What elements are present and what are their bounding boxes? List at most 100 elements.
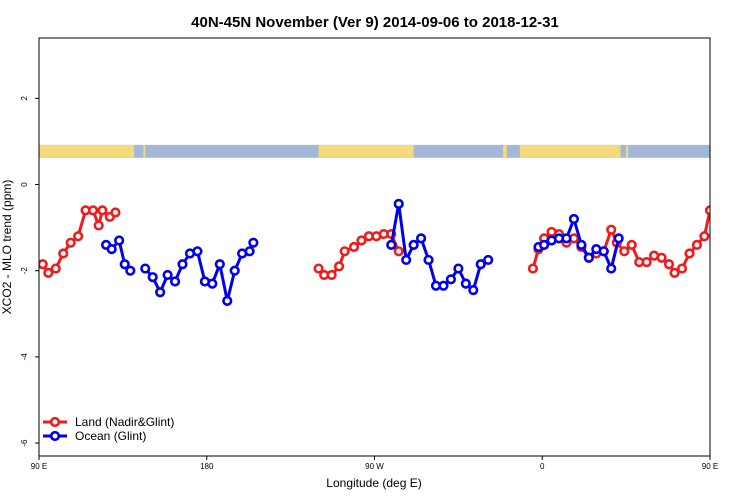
series-0-point	[393, 246, 404, 257]
land-ocean-band	[39, 144, 750, 158]
land-band-segment-0	[39, 144, 135, 158]
series-0-point	[606, 224, 617, 235]
series-1-point	[445, 274, 457, 285]
land-band-segment-2	[318, 144, 414, 158]
series-1-point	[119, 259, 130, 270]
series-1-point	[576, 239, 587, 250]
x-tick-label: 90 W	[365, 462, 384, 471]
series-0-point	[93, 220, 104, 231]
series-0-point	[725, 207, 733, 215]
series-0-point	[704, 205, 710, 216]
y-tick-label: -4	[20, 353, 29, 361]
series-0-point	[356, 235, 367, 246]
y-axis: 2 0 -2 -4 -6	[20, 96, 39, 447]
series-1-point	[743, 260, 750, 268]
series-1-point	[147, 272, 158, 283]
series-1-point	[453, 263, 464, 274]
series-1-point	[460, 278, 471, 289]
land-band-segment-5	[626, 144, 628, 158]
x-axis-label: Longitude (deg E)	[326, 476, 421, 490]
x-axis: 90 E 180 90 W 0 90 E	[31, 456, 718, 471]
series-1-point	[475, 259, 486, 270]
series-0-point	[73, 231, 84, 242]
series-1-point	[415, 233, 427, 244]
series-1-point	[408, 239, 419, 250]
series-0-point	[339, 246, 350, 257]
y-tick-label: 2	[20, 96, 29, 101]
series-1-point	[583, 252, 594, 263]
y-tick-label: -2	[20, 267, 29, 275]
series-1-point	[386, 239, 397, 250]
series-1-point	[721, 241, 729, 249]
series-0-point	[43, 267, 54, 278]
series-1-point	[177, 259, 188, 270]
series-0-point	[699, 231, 710, 242]
series-1-point	[598, 246, 609, 257]
series-1-point	[468, 284, 479, 296]
x-tick-label: 0	[540, 462, 545, 471]
series-0-point	[619, 246, 630, 257]
series-1-point	[736, 237, 744, 245]
land-band-segment-3	[503, 144, 507, 158]
x-tick-label: 180	[200, 462, 214, 471]
series-0-point	[714, 207, 722, 215]
series-0-point	[691, 239, 703, 250]
series-0-point	[527, 263, 539, 274]
series-0-point	[65, 237, 76, 248]
series-1-point	[248, 237, 259, 248]
series-0-point	[656, 252, 667, 263]
series-1-point	[423, 254, 434, 266]
series-1-point	[169, 276, 181, 287]
series-1-point	[613, 233, 624, 244]
series-0-point	[732, 213, 740, 221]
series-1-line-4	[725, 241, 750, 271]
series-0-point	[326, 269, 337, 281]
series-1-point	[229, 265, 240, 276]
series-1-point	[140, 263, 151, 274]
series-layer	[39, 198, 750, 306]
land-band-segment-6	[716, 145, 750, 158]
series-1-point	[401, 254, 412, 266]
legend-swatch-marker	[49, 416, 61, 428]
y-axis-label: XCO2 - MLO trend (ppm)	[0, 180, 14, 315]
series-1-point	[125, 265, 136, 276]
series-1-line-2	[389, 202, 489, 292]
series-0-point	[348, 241, 360, 253]
series-0-point	[626, 239, 637, 250]
series-1-point	[114, 235, 125, 246]
legend: Land (Nadir&Glint)Ocean (Glint)	[43, 415, 174, 443]
series-1-point	[162, 269, 173, 281]
series-0-point	[641, 256, 652, 268]
series-1-point	[214, 259, 225, 270]
series-0-point	[110, 207, 121, 218]
series-0-point	[97, 205, 108, 216]
series-0-point	[676, 263, 688, 274]
y-tick-label: -6	[20, 439, 29, 447]
series-1-point	[729, 248, 737, 256]
series-1-point	[106, 244, 117, 255]
series-0-point	[663, 259, 675, 270]
series-0-point	[669, 267, 680, 278]
series-0-point	[333, 261, 345, 272]
series-1-point	[192, 246, 203, 257]
series-1-point	[483, 254, 494, 266]
legend-label: Land (Nadir&Glint)	[75, 415, 174, 429]
chart-title: 40N-45N November (Ver 9) 2014-09-06 to 2…	[191, 14, 559, 31]
series-1-point	[606, 263, 617, 274]
plot-area-frame	[38, 37, 711, 457]
y-tick-label: 0	[20, 182, 29, 187]
series-0-point	[58, 248, 69, 259]
series-0-point	[50, 263, 61, 274]
series-1-point	[568, 213, 580, 225]
series-1-line-1	[144, 242, 255, 303]
series-1-point	[155, 287, 166, 298]
x-tick-label: 90 E	[702, 462, 718, 471]
legend-label: Ocean (Glint)	[75, 429, 146, 443]
series-1-point	[207, 278, 218, 289]
series-0-point	[684, 248, 695, 259]
series-1-point	[438, 280, 449, 291]
series-1-point	[393, 198, 404, 210]
series-0-point	[87, 205, 99, 216]
series-0-point	[313, 263, 324, 274]
